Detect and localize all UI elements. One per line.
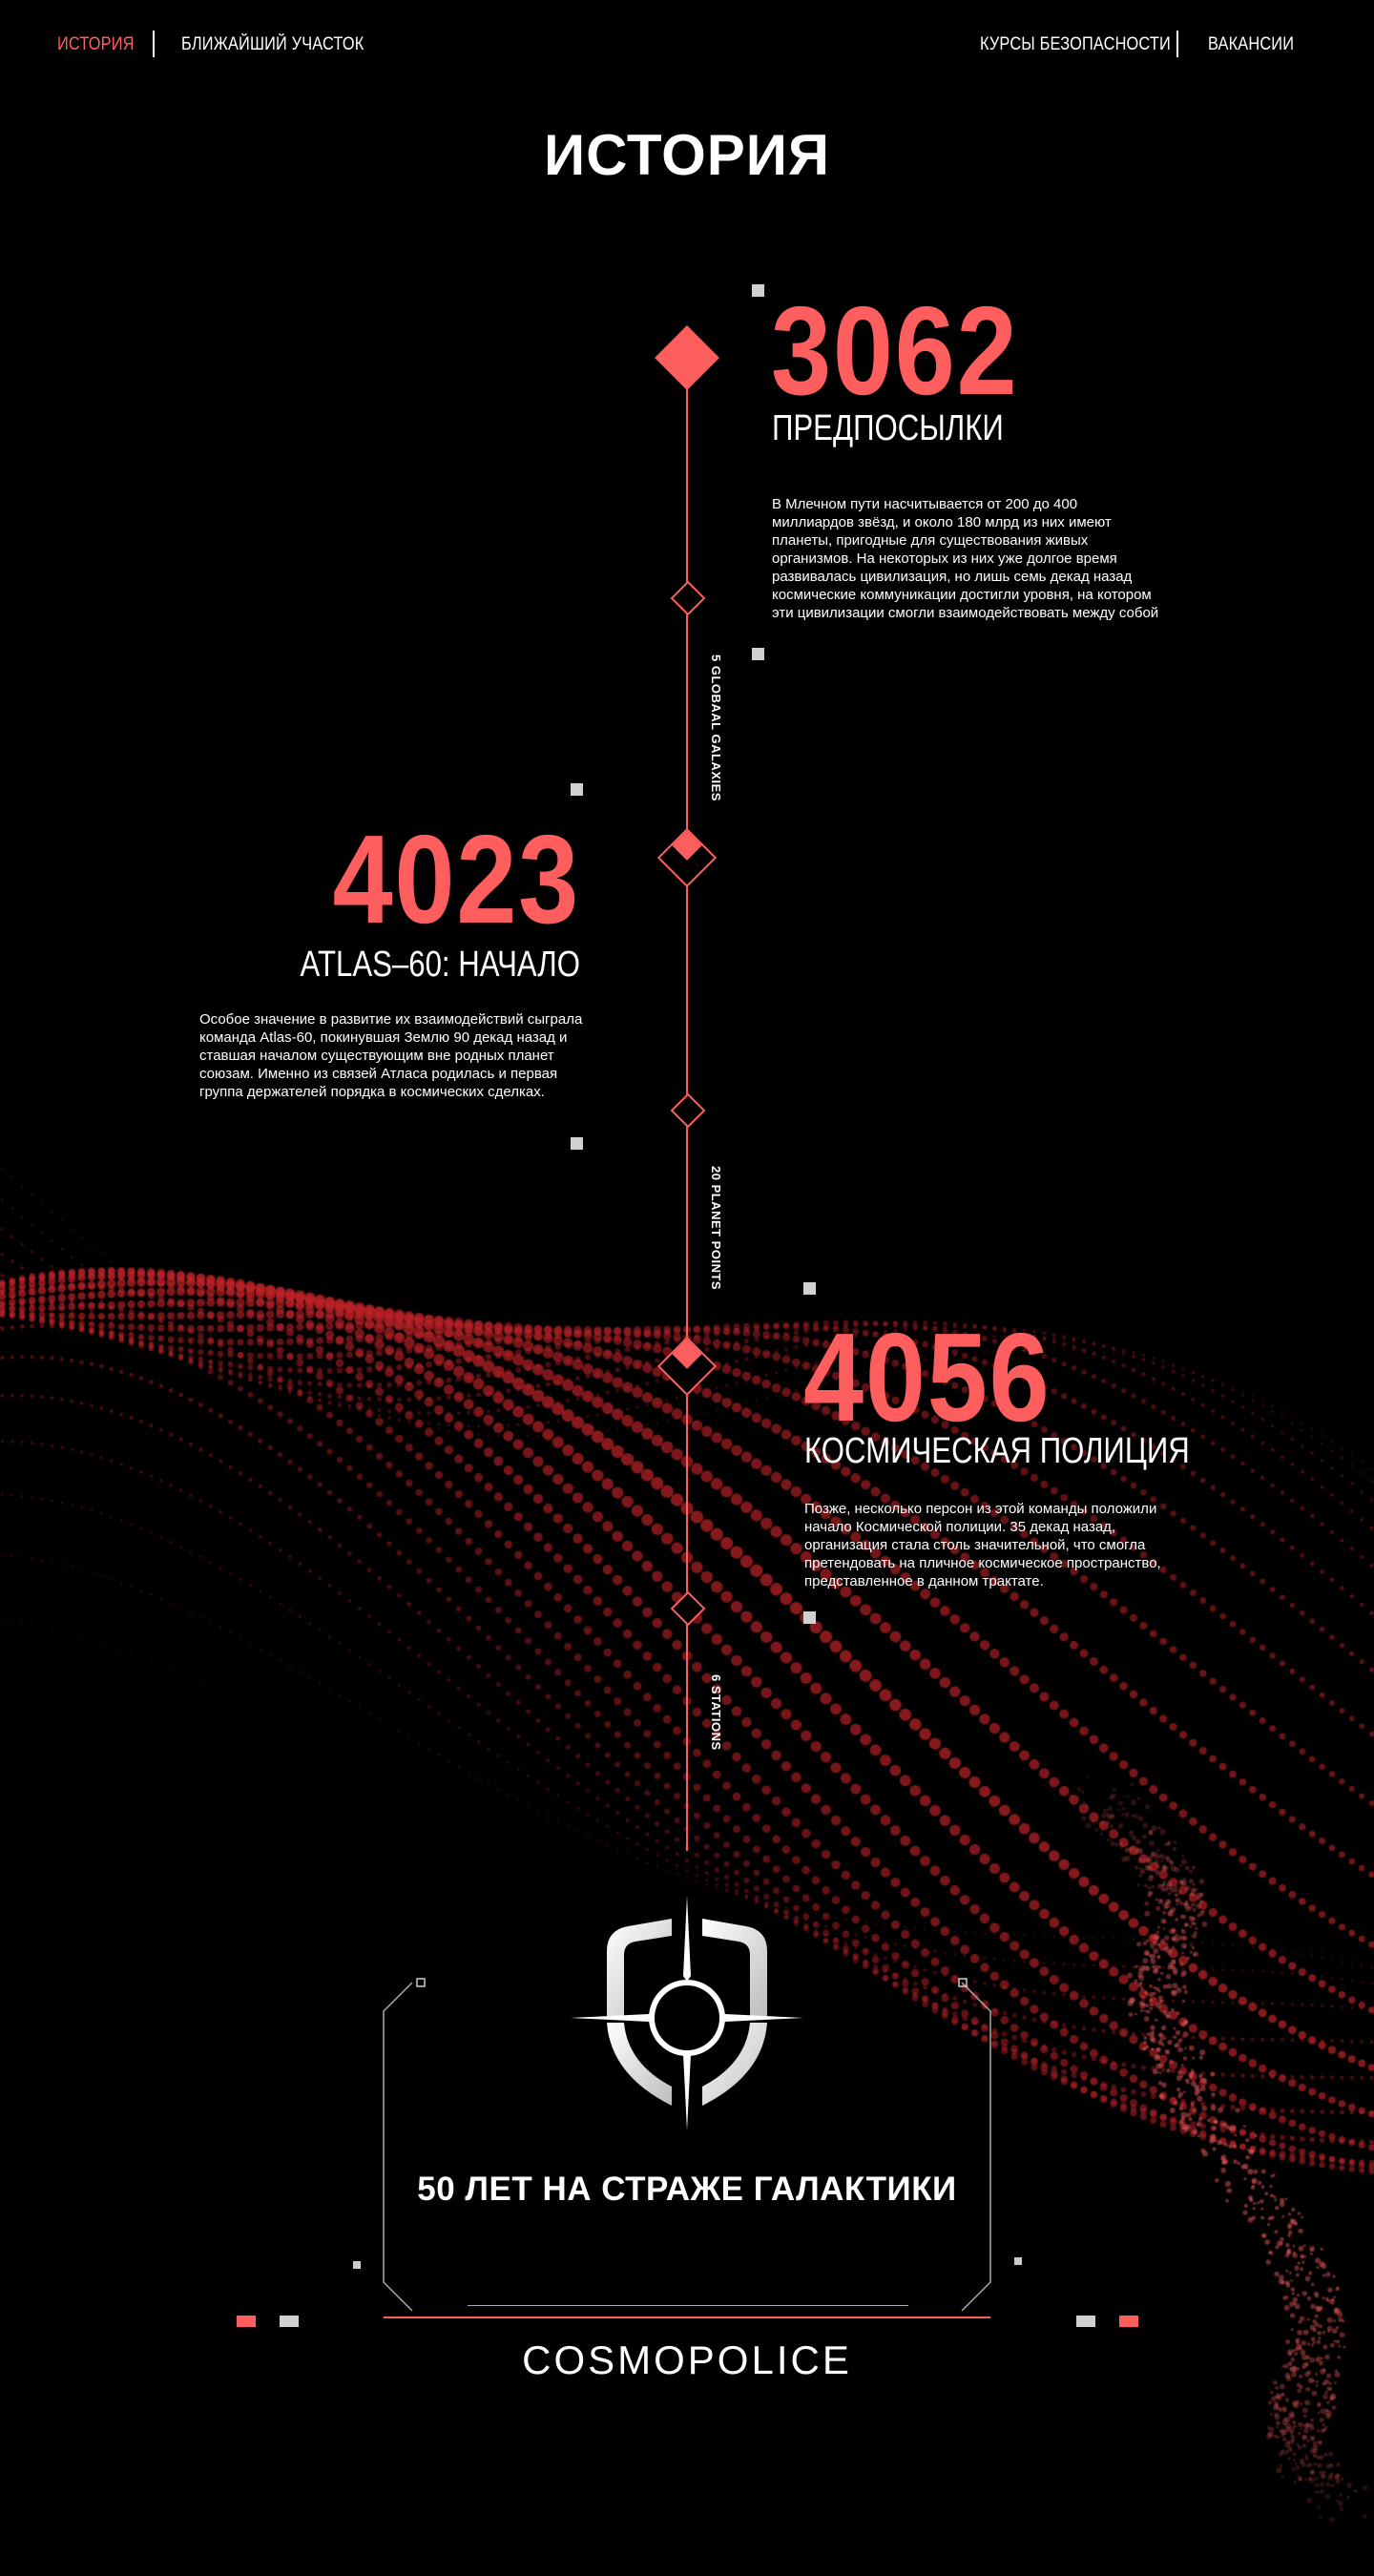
event-description: Особое значение в развитие их взаимодейс… xyxy=(199,1010,591,1101)
corner-marker xyxy=(571,783,583,796)
brand-name: COSMOPOLICE xyxy=(0,2337,1374,2383)
event-title: КОСМИЧЕСКАЯ ПОЛИЦИЯ xyxy=(804,1433,1190,1469)
timeline-label: 20 PLANET POINTS xyxy=(709,1166,723,1290)
page-title: ИСТОРИЯ xyxy=(0,122,1374,188)
nav-link-history[interactable]: ИСТОРИЯ xyxy=(57,34,135,55)
event-title: ПРЕДПОСЫЛКИ xyxy=(772,410,1004,447)
accent-bar xyxy=(280,2316,299,2327)
nav-link-nearest-district[interactable]: БЛИЖАЙШИЙ УЧАСТОК xyxy=(181,34,364,55)
corner-marker xyxy=(803,1282,816,1295)
footer-slogan: 50 ЛЕТ НА СТРАЖЕ ГАЛАКТИКИ xyxy=(0,2171,1374,2209)
accent-bar xyxy=(1076,2316,1095,2327)
nav-link-vacancies[interactable]: ВАКАНСИИ xyxy=(1208,34,1294,55)
nav-link-security-courses[interactable]: КУРСЫ БЕЗОПАСНОСТИ xyxy=(980,34,1171,55)
event-year: 4023 xyxy=(254,817,580,943)
timeline-label: 6 STATIONS xyxy=(709,1674,723,1751)
accent-bar xyxy=(237,2316,256,2327)
nav-separator xyxy=(153,31,155,57)
event-description: Позже, несколько персон из этой команды … xyxy=(804,1500,1196,1590)
accent-bar xyxy=(1119,2316,1138,2327)
divider xyxy=(468,2305,908,2306)
event-description: В Млечном пути насчитывается от 200 до 4… xyxy=(772,495,1163,622)
event-title: ATLAS–60: НАЧАЛО xyxy=(230,946,580,983)
divider-accent xyxy=(384,2316,990,2318)
timeline-label: 5 GLOBAAL GALAXIES xyxy=(709,654,723,801)
event-year: 3062 xyxy=(771,288,1018,414)
corner-marker xyxy=(752,648,764,660)
corner-marker xyxy=(571,1137,583,1150)
corner-marker xyxy=(803,1611,816,1624)
nav-separator xyxy=(1176,31,1178,57)
event-year: 4056 xyxy=(803,1315,1051,1441)
shield-crosshair-logo-icon xyxy=(569,1894,805,2132)
corner-marker xyxy=(752,284,764,297)
